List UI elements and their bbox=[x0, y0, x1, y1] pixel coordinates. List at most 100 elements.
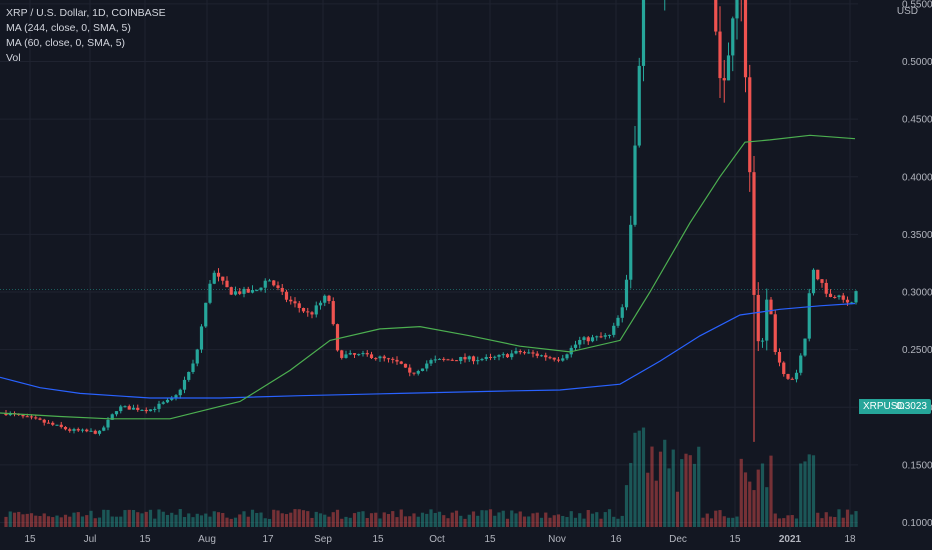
candle-body bbox=[760, 340, 765, 342]
candle-body bbox=[216, 272, 221, 277]
volume-bar bbox=[204, 513, 208, 527]
candle-body bbox=[535, 353, 539, 356]
candle-body bbox=[582, 337, 586, 340]
candle-body bbox=[238, 291, 242, 294]
candle-body bbox=[76, 429, 80, 431]
candle-body bbox=[561, 358, 565, 361]
candle-body bbox=[518, 350, 522, 353]
candle-body bbox=[386, 358, 391, 360]
x-tick-label: Aug bbox=[198, 534, 216, 545]
volume-bar bbox=[603, 512, 607, 527]
volume-bar bbox=[782, 518, 786, 527]
candle-body bbox=[603, 335, 607, 337]
volume-bar bbox=[505, 518, 510, 527]
legend-ma60[interactable]: MA (60, close, 0, SMA, 5) bbox=[6, 37, 126, 49]
candle-body bbox=[488, 356, 493, 358]
volume-bar bbox=[335, 509, 340, 527]
volume-bar bbox=[323, 514, 327, 527]
volume-bar bbox=[671, 449, 675, 527]
volume-bar bbox=[680, 459, 684, 527]
volume-bar bbox=[850, 514, 854, 527]
volume-bar bbox=[386, 513, 391, 527]
volume-bar bbox=[255, 512, 259, 527]
volume-bar bbox=[442, 515, 446, 527]
volume-bar bbox=[63, 514, 68, 527]
candle-body bbox=[255, 290, 259, 292]
volume-bar bbox=[233, 517, 238, 527]
candle-body bbox=[340, 350, 344, 358]
volume-bar bbox=[620, 515, 624, 527]
volume-bar bbox=[267, 518, 272, 527]
candle-body bbox=[119, 406, 123, 412]
volume-bar bbox=[539, 517, 544, 527]
volume-bar bbox=[153, 518, 157, 527]
volume-bar bbox=[748, 481, 752, 527]
volume-bar bbox=[34, 515, 38, 527]
candle-body bbox=[420, 368, 425, 372]
volume-bar bbox=[246, 516, 250, 527]
candle-body bbox=[327, 295, 331, 302]
volume-bar bbox=[4, 516, 8, 527]
candle-body bbox=[782, 362, 786, 375]
candle-body bbox=[318, 302, 323, 306]
volume-bar bbox=[599, 518, 603, 527]
volume-bar bbox=[51, 517, 55, 527]
candle-body bbox=[63, 426, 68, 430]
candle-body bbox=[573, 344, 578, 348]
volume-bar bbox=[807, 454, 811, 527]
volume-bars bbox=[4, 427, 858, 527]
volume-bar bbox=[408, 516, 412, 527]
candle-body bbox=[89, 430, 93, 432]
volume-bar bbox=[301, 510, 306, 527]
x-tick-label: 18 bbox=[844, 534, 856, 545]
x-tick-label: 16 bbox=[610, 534, 622, 545]
volume-bar bbox=[535, 512, 539, 527]
price-axis: 0.10000.15000.20000.25000.30000.35000.40… bbox=[902, 0, 932, 529]
x-tick-label: Oct bbox=[429, 534, 445, 545]
volume-bar bbox=[97, 517, 102, 527]
candle-body bbox=[102, 427, 106, 431]
candle-body bbox=[743, 0, 748, 78]
candle-body bbox=[29, 416, 34, 418]
volume-bar bbox=[514, 513, 518, 527]
volume-bar bbox=[697, 446, 701, 527]
volume-bar bbox=[841, 517, 845, 527]
candle-body bbox=[352, 353, 357, 355]
candle-body bbox=[539, 355, 544, 357]
candle-body bbox=[395, 359, 399, 362]
volume-bar bbox=[114, 516, 119, 527]
volume-bar bbox=[365, 517, 369, 527]
legend-volume[interactable]: Vol bbox=[6, 52, 21, 64]
candle-body bbox=[748, 77, 752, 173]
candle-body bbox=[552, 357, 556, 360]
volume-bar bbox=[544, 512, 548, 527]
volume-bar bbox=[38, 516, 42, 527]
volume-bar bbox=[327, 516, 331, 527]
volume-bar bbox=[182, 517, 187, 527]
candle-body bbox=[4, 413, 8, 416]
candle-body bbox=[250, 290, 255, 293]
currency-label[interactable]: USD bbox=[896, 6, 918, 17]
candle-body bbox=[425, 363, 429, 369]
volume-bar bbox=[123, 510, 127, 527]
x-tick-label: Sep bbox=[314, 534, 332, 545]
volume-bar bbox=[799, 463, 803, 527]
volume-bar bbox=[722, 516, 726, 527]
legend-ma244[interactable]: MA (244, close, 0, SMA, 5) bbox=[6, 22, 131, 34]
candle-body bbox=[471, 356, 476, 362]
x-tick-label: 15 bbox=[372, 534, 384, 545]
volume-bar bbox=[42, 513, 46, 527]
volume-bar bbox=[348, 517, 352, 527]
volume-bar bbox=[510, 510, 514, 527]
candle-body bbox=[365, 353, 369, 355]
volume-bar bbox=[140, 513, 144, 527]
candle-body bbox=[459, 356, 463, 361]
candle-body bbox=[123, 406, 127, 408]
volume-bar bbox=[187, 513, 191, 527]
candle-body bbox=[641, 0, 646, 66]
candle-body bbox=[769, 299, 773, 315]
candle-body bbox=[233, 291, 238, 295]
candle-body bbox=[612, 325, 616, 335]
volume-bar bbox=[573, 517, 578, 527]
